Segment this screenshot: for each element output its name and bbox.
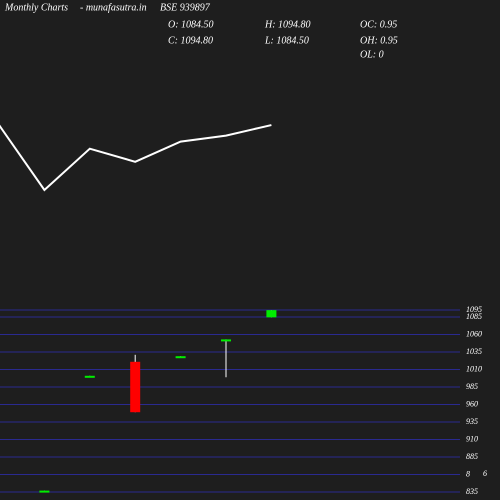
- candle-body: [266, 310, 277, 318]
- y-tick-label: 1095: [466, 305, 482, 314]
- y-tick-label: 910: [466, 434, 478, 443]
- stat: OH: 0.95: [360, 35, 398, 46]
- y-tick-label: 1085: [466, 312, 482, 321]
- stat: H: 1094.80: [264, 19, 311, 30]
- y-tick-label: 835: [466, 487, 478, 496]
- y-tick-label: 885: [466, 452, 478, 461]
- y-tick-label: 1010: [466, 364, 482, 373]
- chart-title: Monthly Charts: [4, 2, 68, 13]
- chart-subtitle: - munafasutra.in: [80, 2, 147, 13]
- y-tick-label: 8: [466, 469, 470, 478]
- candle-body: [84, 375, 95, 378]
- candle-body: [130, 361, 141, 413]
- candle-body: [39, 490, 50, 493]
- y-tick-label: 1060: [466, 329, 482, 338]
- y-tick-label: 960: [466, 399, 478, 408]
- stat: L: 1084.50: [264, 35, 309, 46]
- stat: OC: 0.95: [360, 19, 397, 30]
- y-tick-label: 1035: [466, 347, 482, 356]
- symbol: BSE 939897: [160, 2, 211, 13]
- y-tick-label: 935: [466, 417, 478, 426]
- axis-fragment: 6: [483, 469, 487, 478]
- stat: OL: 0: [360, 49, 384, 60]
- stat: O: 1084.50: [168, 19, 214, 30]
- candle-body: [175, 356, 186, 359]
- y-tick-label: 985: [466, 382, 478, 391]
- stat: C: 1094.80: [168, 35, 213, 46]
- close-line: [0, 124, 272, 192]
- candle-body: [221, 339, 231, 342]
